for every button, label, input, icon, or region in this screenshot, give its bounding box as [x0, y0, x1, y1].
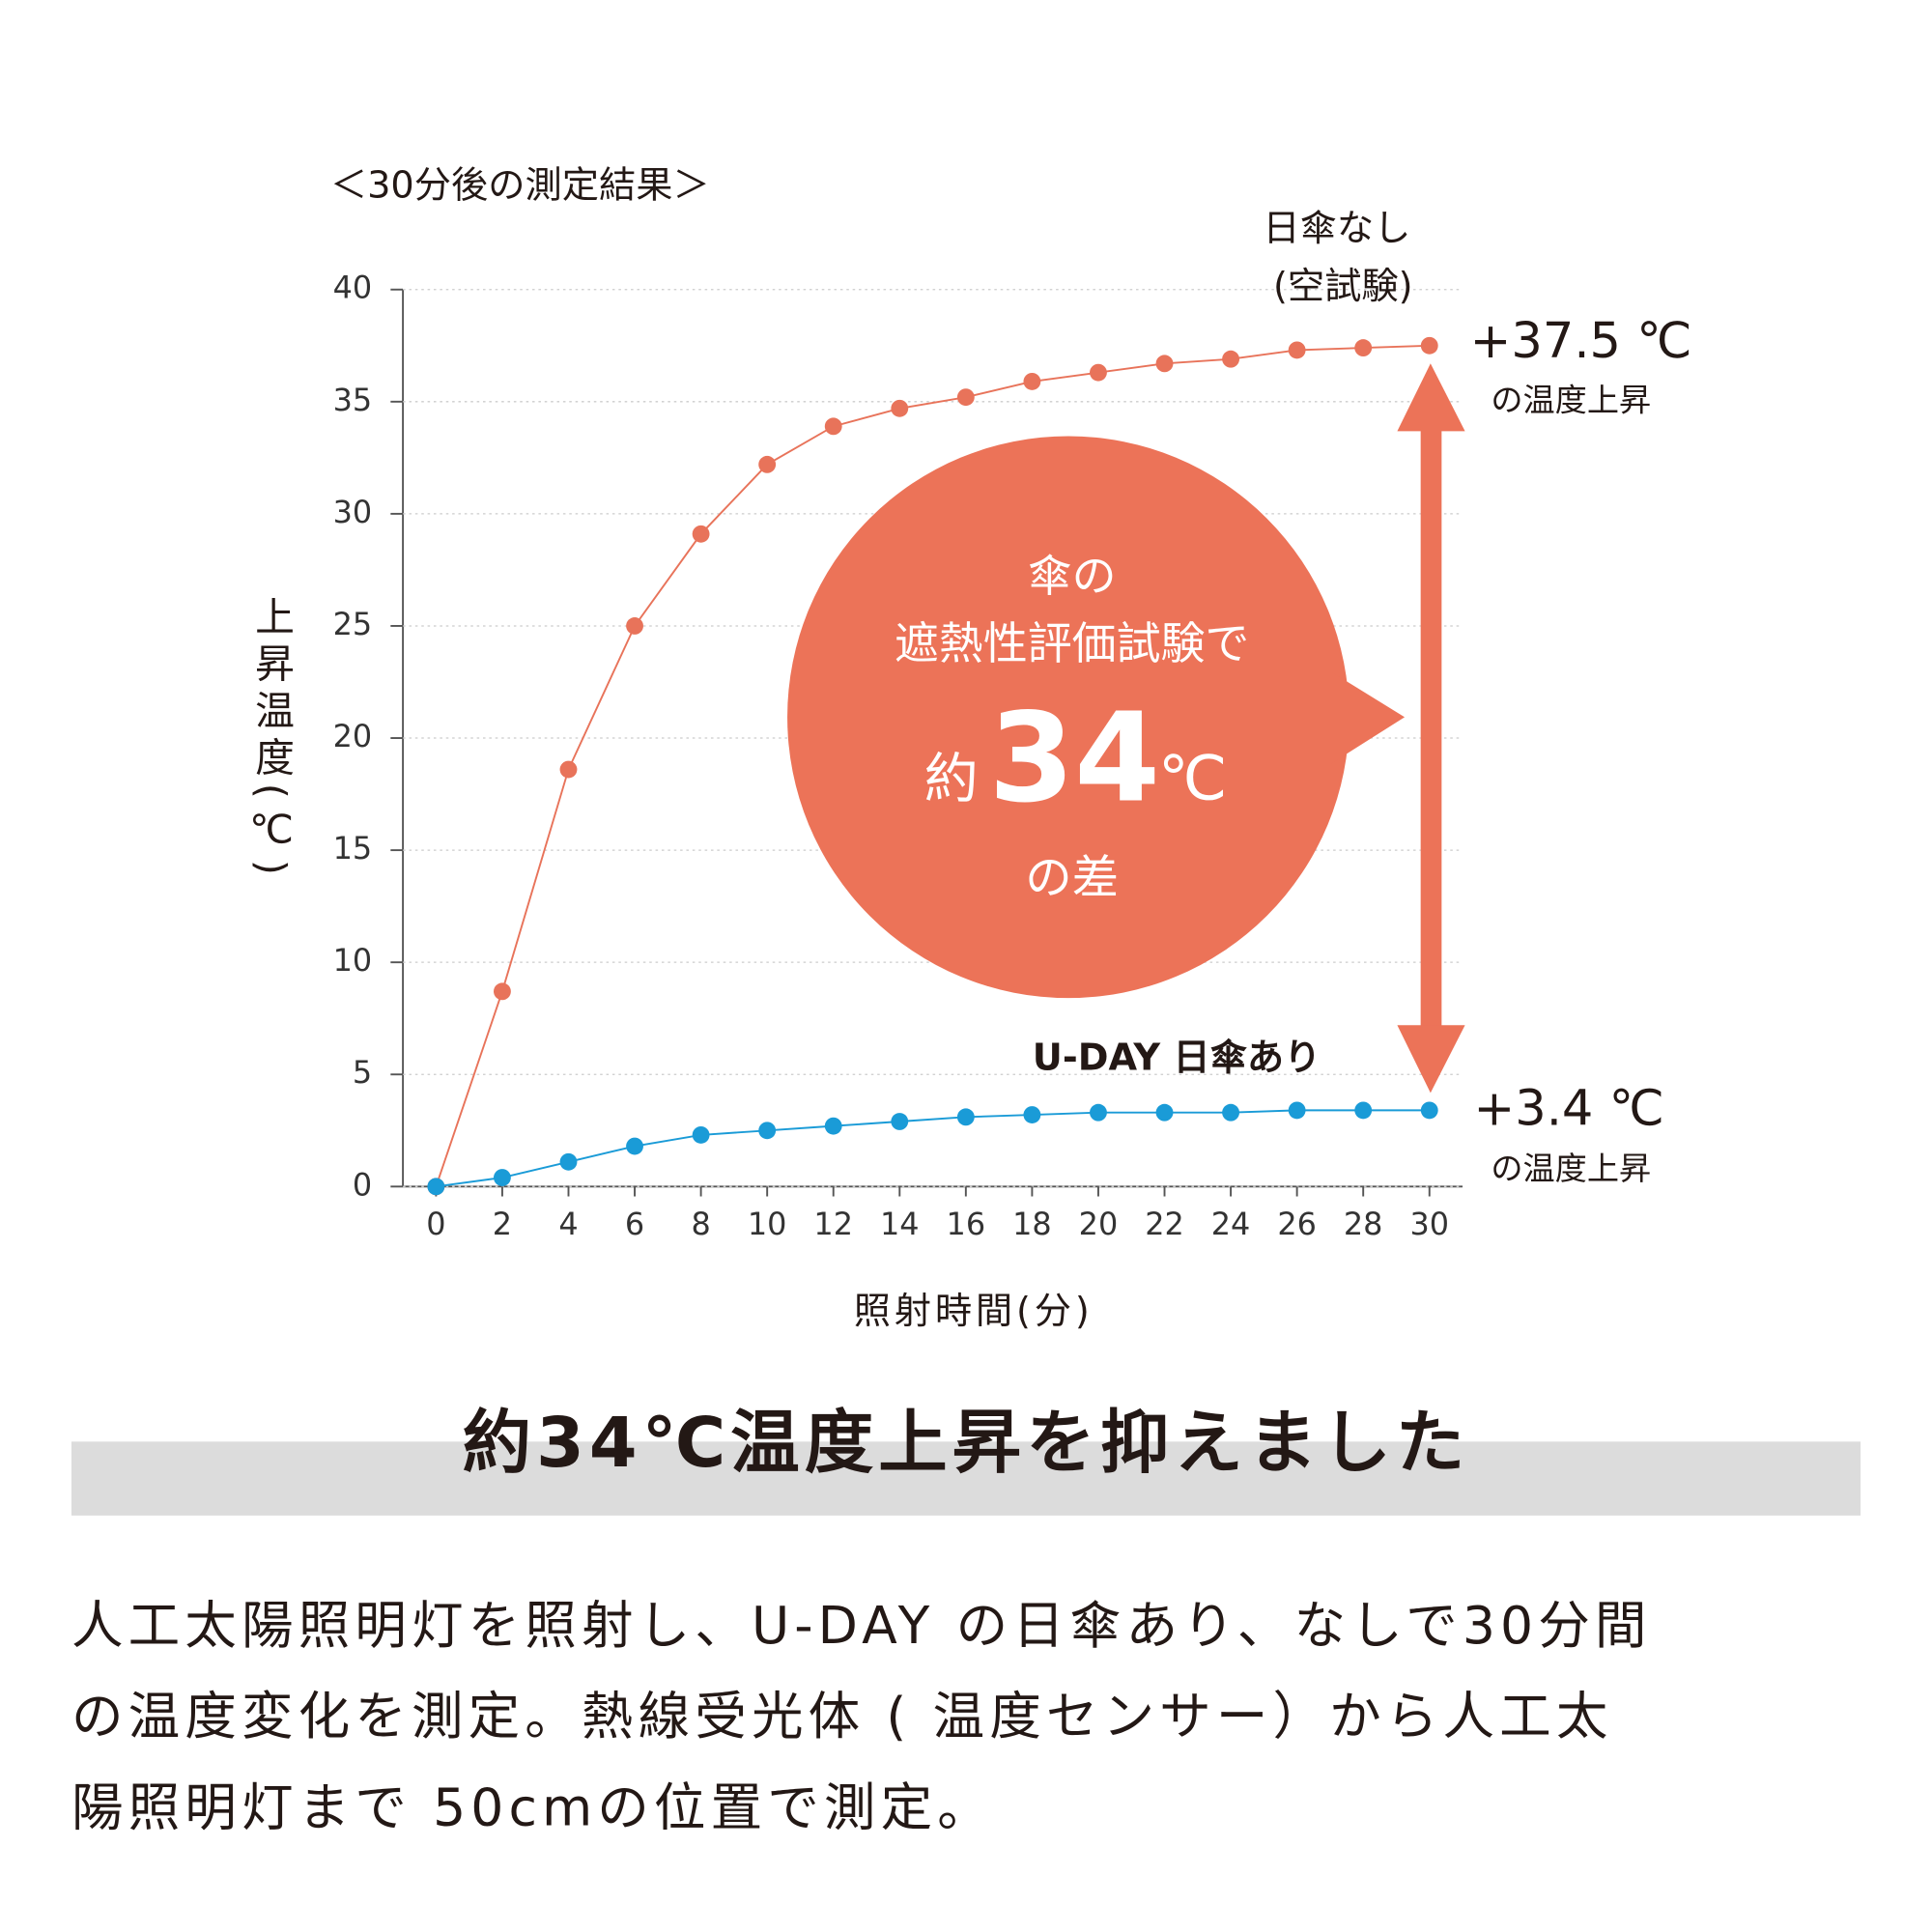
data-point — [891, 1113, 909, 1130]
paragraph-line: 人工太陽照明灯を照射し、U-DAY の日傘あり、なしで30分間 — [71, 1595, 1652, 1656]
data-point — [1090, 363, 1107, 382]
annotation: (空試験) — [1273, 265, 1413, 308]
bubble-text: 傘の — [1028, 550, 1117, 602]
annotation: +37.5 ℃ — [1470, 313, 1692, 370]
data-point — [692, 1125, 710, 1144]
x-tick-label: 2 — [493, 1206, 512, 1242]
annotation: の温度上昇 — [1491, 381, 1651, 418]
headline: 約34℃温度上昇を抑えました — [463, 1403, 1470, 1483]
y-tick-label: 5 — [353, 1054, 372, 1091]
y-axis-label: 上昇温度(℃) — [248, 596, 295, 883]
x-tick-label: 6 — [625, 1206, 644, 1242]
paragraph-line: 陽照明灯まで 50cmの位置で測定。 — [71, 1777, 994, 1838]
data-point — [891, 399, 909, 417]
data-point — [559, 760, 578, 779]
x-tick-label: 28 — [1344, 1206, 1383, 1242]
chart-title: ＜30分後の測定結果＞ — [330, 163, 710, 207]
callout-bubble — [787, 436, 1350, 999]
series-line — [435, 344, 1430, 1187]
data-point — [758, 1122, 777, 1140]
x-tick-label: 20 — [1079, 1206, 1119, 1242]
x-tick-label: 4 — [558, 1206, 578, 1242]
y-tick-label: 35 — [333, 382, 373, 418]
data-point — [1288, 341, 1306, 359]
series-line — [436, 1109, 1430, 1188]
callout-pointer — [1330, 671, 1406, 764]
y-tick-label: 0 — [353, 1166, 372, 1203]
bubble-text: 遮熱性評価試験で — [895, 617, 1249, 669]
series-label: 日傘なし — [1263, 207, 1410, 250]
data-point — [1222, 1103, 1240, 1122]
data-point — [824, 417, 842, 436]
y-tick-label: 30 — [333, 494, 373, 530]
bubble-text: 約 — [924, 749, 979, 811]
x-tick-label: 8 — [691, 1206, 710, 1242]
bubble-text: ℃ — [1158, 744, 1228, 815]
data-point — [494, 1169, 511, 1186]
bubble-number: 34 — [988, 688, 1160, 831]
x-tick-label: 22 — [1145, 1206, 1184, 1242]
headline-band — [71, 1441, 1861, 1516]
x-tick-label: 0 — [426, 1206, 445, 1242]
data-point — [692, 525, 710, 543]
x-tick-label: 24 — [1211, 1206, 1251, 1242]
data-point — [626, 1137, 643, 1155]
x-tick-label: 12 — [813, 1206, 853, 1242]
data-point — [1023, 372, 1041, 390]
x-tick-label: 16 — [947, 1206, 986, 1242]
y-tick-label: 20 — [333, 718, 373, 754]
bubble-text: の差 — [1025, 851, 1119, 905]
y-tick-label: 15 — [333, 830, 373, 867]
data-point — [427, 1178, 445, 1196]
x-tick-label: 18 — [1012, 1206, 1052, 1242]
data-point — [626, 617, 643, 635]
annotation: +3.4 ℃ — [1474, 1081, 1664, 1138]
x-tick-label: 14 — [880, 1206, 920, 1242]
data-point — [494, 982, 511, 1001]
data-point — [1090, 1103, 1107, 1122]
data-point — [1354, 1101, 1373, 1120]
data-point — [559, 1152, 578, 1171]
data-point — [1222, 350, 1240, 368]
data-point — [1354, 339, 1373, 357]
data-point — [824, 1117, 842, 1135]
data-point — [1023, 1106, 1041, 1123]
x-tick-label: 30 — [1409, 1206, 1449, 1242]
y-tick-label: 40 — [333, 270, 373, 306]
x-tick-label: 10 — [748, 1206, 787, 1242]
y-tick-label: 25 — [333, 606, 373, 642]
data-point — [1155, 355, 1174, 373]
difference-arrow — [1397, 363, 1465, 1094]
data-point — [1420, 336, 1438, 355]
data-point — [1420, 1101, 1438, 1120]
y-tick-label: 10 — [333, 942, 373, 979]
data-point — [956, 388, 975, 407]
x-axis-label: 照射時間(分) — [854, 1290, 1094, 1333]
data-point — [956, 1108, 975, 1126]
data-point — [758, 455, 777, 473]
x-tick-label: 26 — [1277, 1206, 1317, 1242]
series-label: U-DAY 日傘あり — [1033, 1036, 1321, 1079]
data-point — [1288, 1101, 1306, 1120]
paragraph-line: の温度変化を測定。熱線受光体 ( 温度センサー）から人工太 — [71, 1686, 1613, 1747]
data-point — [1155, 1103, 1174, 1122]
annotation: の温度上昇 — [1491, 1150, 1651, 1187]
